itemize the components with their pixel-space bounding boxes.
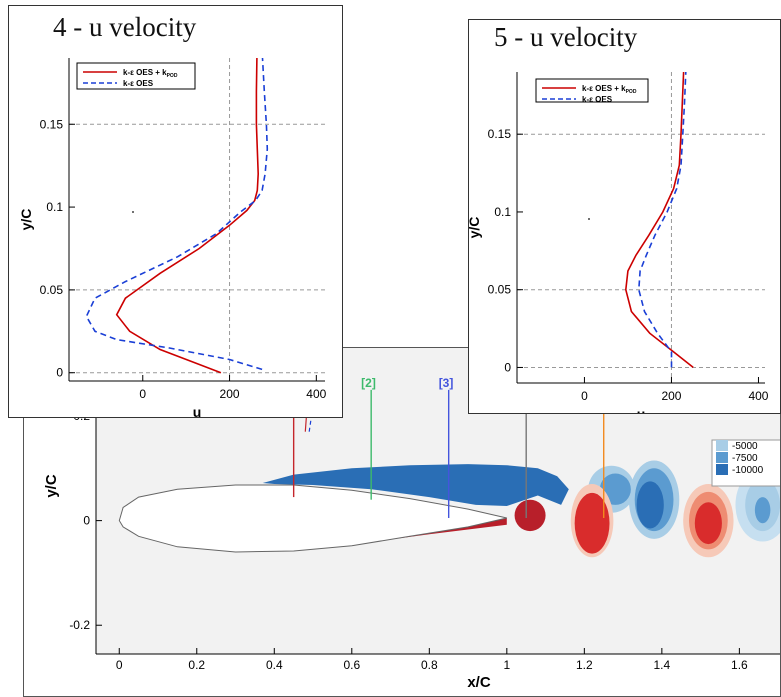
y-axis-label: y/C <box>468 217 482 239</box>
velocity-profile-plot-5: 0 200 400 0 0.05 0.1 0.15 u y/C k-ε OES + kPODk-ε… <box>468 71 769 414</box>
x-tick-label: 1.2 <box>576 658 593 672</box>
x-tick-label: 0.2 <box>188 658 205 672</box>
legend-entry: k-ε OES + kPOD <box>582 84 637 95</box>
x-tick-label: 400 <box>306 387 326 401</box>
y-tick-label: -0.2 <box>69 618 90 632</box>
velocity-profile-panel-5: 5 - u velocity 0 200 400 0 0.05 0.1 0.15 u y/C k-… <box>468 19 781 414</box>
x-tick-label: 1.4 <box>654 658 671 672</box>
x-tick-label: 0.4 <box>266 658 283 672</box>
x-axis-label: u <box>193 404 202 418</box>
negative-vortex-contour <box>754 497 771 524</box>
positive-vortex-contour <box>514 499 546 532</box>
y-tick-label: 0.15 <box>488 127 512 141</box>
x-tick-label: 400 <box>748 389 768 403</box>
series-line-kpod <box>624 71 694 369</box>
legend-subscript: POD <box>626 89 637 95</box>
x-tick-label: 200 <box>661 389 681 403</box>
y-tick-label: 0.1 <box>494 205 511 219</box>
x-tick-label: 0 <box>581 389 588 403</box>
legend-subscript: POD <box>167 73 178 79</box>
x-tick-label: 0 <box>139 387 146 401</box>
plot-artifact-dot <box>588 218 590 220</box>
chart-title-5: 5 - u velocity <box>494 22 638 52</box>
x-tick-label: 0.6 <box>343 658 360 672</box>
colorbar-swatch <box>716 452 728 463</box>
series-line-oes <box>85 57 269 371</box>
y-tick-label: 0 <box>504 360 511 374</box>
y-axis-label: y/C <box>18 209 34 231</box>
colorbar-label: -10000 <box>732 465 764 476</box>
y-tick-label: 0.05 <box>40 283 64 297</box>
negative-vorticity-layer <box>262 464 569 506</box>
colorbar-label: -7500 <box>732 453 758 464</box>
series-line-oes <box>637 71 687 368</box>
positive-vortex-contour <box>694 502 722 545</box>
station-label-3: [3] <box>439 376 454 390</box>
positive-vortex-contour <box>574 492 610 554</box>
x-tick-label: 200 <box>220 387 240 401</box>
colorbar-swatch <box>716 440 728 451</box>
chart-title-4: 4 - u velocity <box>53 12 197 42</box>
x-tick-label: 0 <box>116 658 123 672</box>
y-tick-label: 0.1 <box>46 200 63 214</box>
legend-entry: k-ε OES + kPOD <box>123 68 178 79</box>
x-axis-label: x/C <box>467 674 491 691</box>
legend-box <box>76 62 196 90</box>
x-tick-label: 0.8 <box>421 658 438 672</box>
series-line-kpod <box>115 57 260 374</box>
colorbar-swatch <box>716 464 728 475</box>
plot-artifact-dot <box>132 211 134 213</box>
airfoil <box>118 484 507 553</box>
velocity-profile-plot-4: 0 200 400 0 0.05 0.1 0.15 u y/C k-ε OES + kPODk-ε… <box>18 57 327 418</box>
legend-entry: k-ε OES <box>582 95 613 104</box>
y-tick-label: 0 <box>56 366 63 380</box>
legend-entry: k-ε OES <box>123 79 154 88</box>
colorbar-label: -5000 <box>732 441 758 452</box>
y-tick-label: 0.05 <box>488 283 512 297</box>
x-axis-label: u <box>637 406 646 414</box>
velocity-profile-panel-4: 4 - u velocity 0 200 400 0 0.05 0.1 0.15 u y/C k-… <box>8 5 343 418</box>
y-axis-label: y/C <box>43 474 60 498</box>
legend-box <box>535 78 649 103</box>
y-tick-label: 0 <box>83 514 90 528</box>
y-tick-label: 0.15 <box>40 117 64 131</box>
station-label-2: [2] <box>361 376 376 390</box>
negative-vortex-contour <box>636 481 664 529</box>
x-tick-label: 1.6 <box>731 658 748 672</box>
x-tick-label: 1 <box>503 658 510 672</box>
